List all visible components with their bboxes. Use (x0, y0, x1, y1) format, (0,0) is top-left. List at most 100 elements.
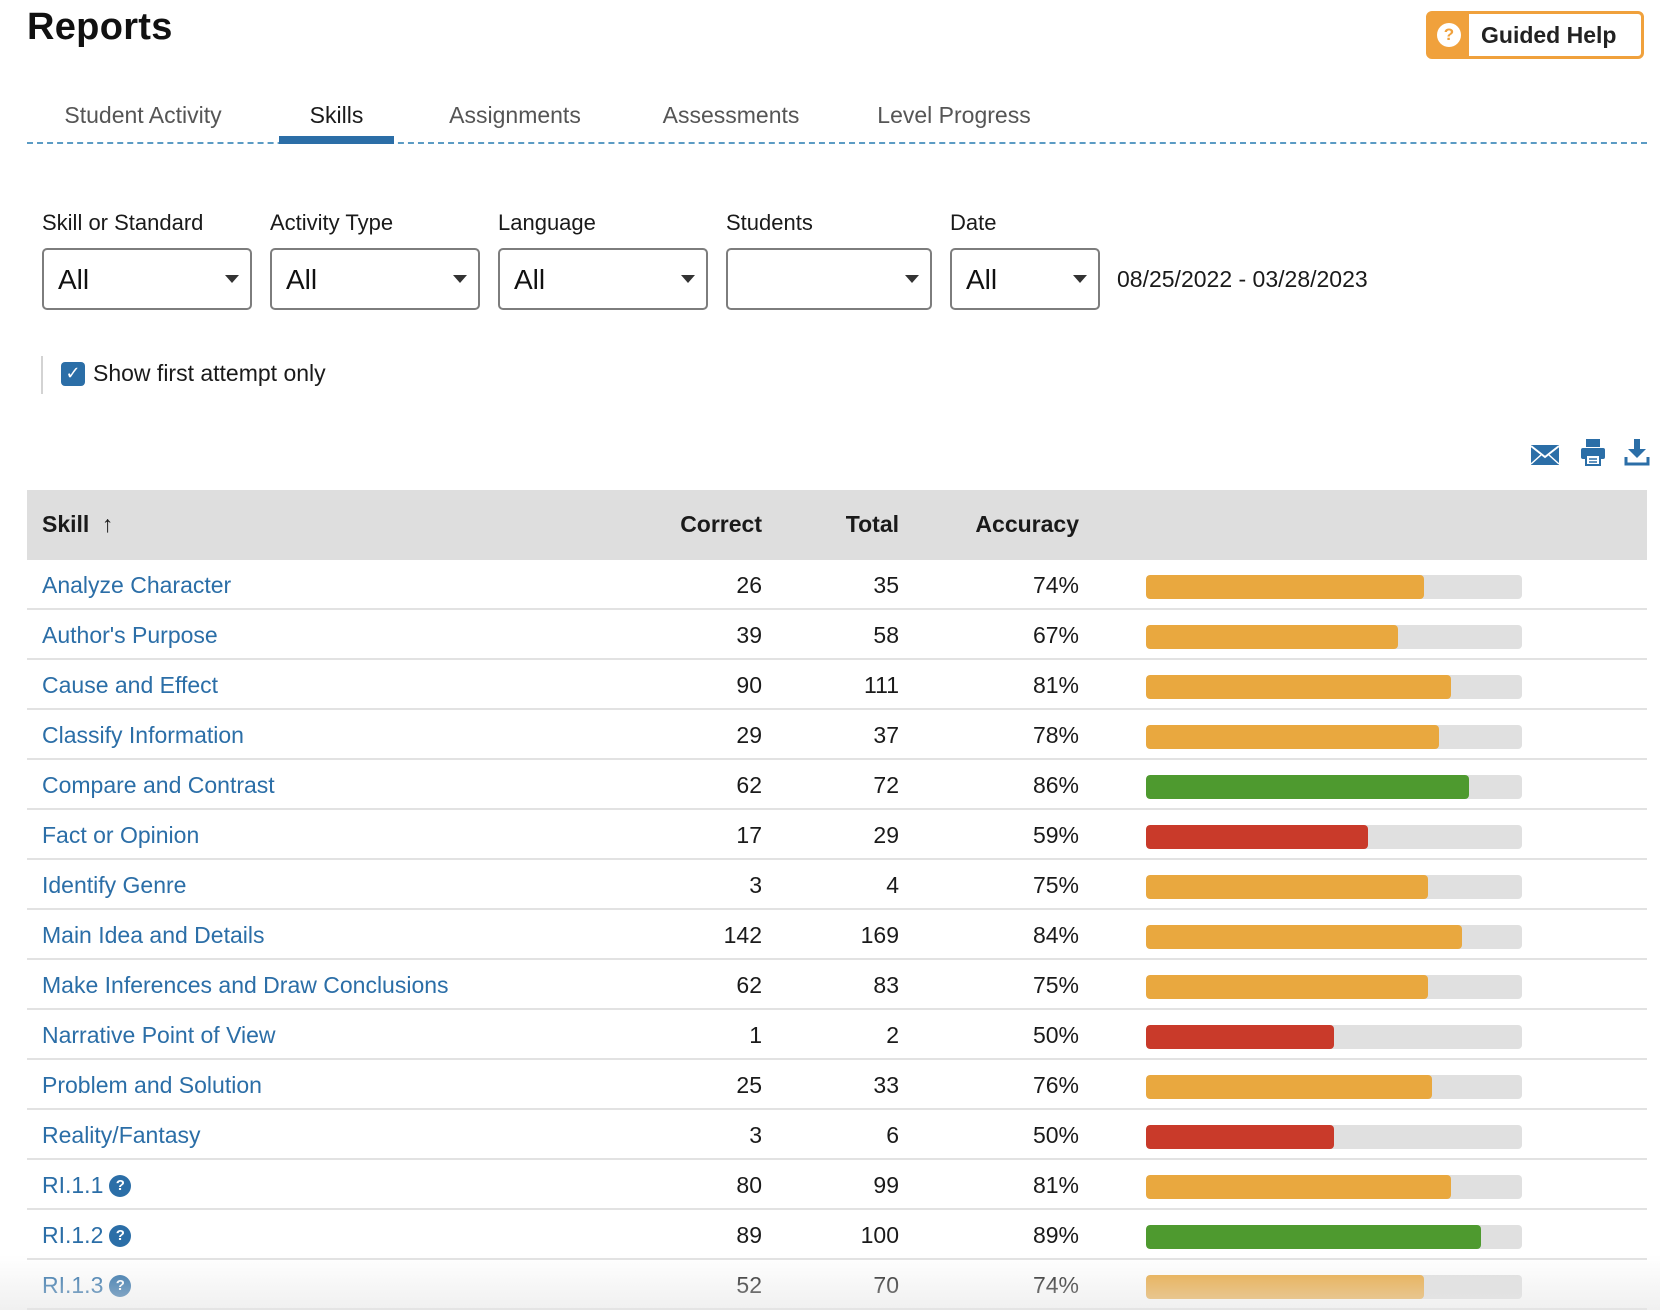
question-circle-icon[interactable]: ? (109, 1174, 132, 1197)
skill-link[interactable]: Classify Information (42, 722, 244, 749)
skill-link[interactable]: Reality/Fantasy (42, 1122, 201, 1149)
first-attempt-checkbox[interactable]: ✓ Show first attempt only (61, 360, 326, 387)
accuracy-value: 74% (1032, 572, 1079, 598)
skill-select[interactable]: All (42, 248, 252, 310)
print-icon[interactable] (1580, 438, 1606, 471)
checkbox-checked-icon[interactable]: ✓ (61, 361, 85, 386)
skill-name: Main Idea and Details (42, 922, 265, 948)
accuracy-bar-track (1146, 825, 1522, 849)
accuracy-bar-fill (1146, 675, 1451, 699)
table-row: Classify Information 29 37 78% (27, 710, 1647, 760)
accuracy-bar-track (1146, 1275, 1522, 1299)
students-filter-label: Students (726, 210, 813, 235)
chevron-down-icon (681, 275, 695, 283)
correct-value: 17 (736, 822, 762, 848)
correct-value: 80 (736, 1172, 762, 1198)
skill-name: Narrative Point of View (42, 1022, 276, 1048)
email-icon[interactable] (1530, 444, 1560, 471)
accuracy-bar-fill (1146, 975, 1428, 999)
download-icon[interactable] (1624, 438, 1650, 471)
question-circle-icon[interactable]: ? (109, 1224, 132, 1247)
correct-value: 29 (736, 722, 762, 748)
total-value: 100 (860, 1222, 899, 1248)
tab-level-progress[interactable]: Level Progress (877, 102, 1031, 128)
accuracy-value: 67% (1032, 622, 1079, 648)
skill-column-header[interactable]: Skill ↑ (42, 511, 113, 538)
accuracy-bar-track (1146, 1225, 1522, 1249)
skill-link[interactable]: Compare and Contrast (42, 772, 275, 799)
skill-name: Compare and Contrast (42, 772, 275, 798)
total-value: 4 (886, 872, 899, 898)
table-row: Narrative Point of View 1 2 50% (27, 1010, 1647, 1060)
accuracy-bar-fill (1146, 1075, 1432, 1099)
skill-name: RI.1.2 (42, 1222, 104, 1248)
skill-link[interactable]: Fact or Opinion (42, 822, 199, 849)
date-select[interactable]: All (950, 248, 1100, 310)
accuracy-column-header[interactable]: Accuracy (975, 511, 1079, 537)
date-range-text: 08/25/2022 - 03/28/2023 (1117, 266, 1368, 292)
skill-link[interactable]: Cause and Effect (42, 672, 218, 699)
total-value: 6 (886, 1122, 899, 1148)
tab-assessments[interactable]: Assessments (662, 102, 800, 128)
correct-value: 26 (736, 572, 762, 598)
accuracy-bar-track (1146, 1075, 1522, 1099)
skill-link[interactable]: RI.1.3? (42, 1272, 132, 1299)
date-filter-label: Date (950, 210, 997, 235)
table-row: Author's Purpose 39 58 67% (27, 610, 1647, 660)
correct-column-header[interactable]: Correct (680, 511, 762, 537)
accuracy-value: 74% (1032, 1272, 1079, 1298)
language-select[interactable]: All (498, 248, 708, 310)
accuracy-value: 50% (1032, 1122, 1079, 1148)
skill-link[interactable]: RI.1.1? (42, 1172, 132, 1199)
skill-link[interactable]: RI.1.2? (42, 1222, 132, 1249)
guided-help-button[interactable]: ? Guided Help (1426, 11, 1644, 59)
accuracy-value: 78% (1032, 722, 1079, 748)
table-header: Skill ↑ Correct Total Accuracy (27, 490, 1647, 560)
total-value: 169 (860, 922, 899, 948)
skill-link[interactable]: Identify Genre (42, 872, 186, 899)
question-icon: ? (1437, 23, 1461, 47)
total-value: 99 (873, 1172, 899, 1198)
sort-up-icon[interactable]: ↑ (101, 511, 114, 537)
accuracy-bar-track (1146, 1025, 1522, 1049)
skill-link[interactable]: Narrative Point of View (42, 1022, 276, 1049)
total-value: 33 (873, 1072, 899, 1098)
accuracy-bar-fill (1146, 925, 1462, 949)
total-column-header[interactable]: Total (845, 511, 899, 537)
accuracy-bar-fill (1146, 825, 1368, 849)
total-value: 111 (864, 672, 899, 698)
accuracy-bar-fill (1146, 1175, 1451, 1199)
skill-link[interactable]: Analyze Character (42, 572, 231, 599)
accuracy-bar-track (1146, 575, 1522, 599)
skill-header-label: Skill (42, 511, 90, 537)
accuracy-bar-fill (1146, 575, 1425, 599)
accuracy-bar-track (1146, 625, 1522, 649)
students-select[interactable] (726, 248, 932, 310)
question-circle-icon[interactable]: ? (109, 1274, 132, 1297)
tab-student-activity[interactable]: Student Activity (64, 102, 222, 128)
table-row: RI.1.1? 80 99 81% (27, 1160, 1647, 1210)
table-row: Fact or Opinion 17 29 59% (27, 810, 1647, 860)
skill-name: Problem and Solution (42, 1072, 262, 1098)
first-attempt-label: Show first attempt only (93, 360, 326, 386)
table-row: Compare and Contrast 62 72 86% (27, 760, 1647, 810)
table-row: Problem and Solution 25 33 76% (27, 1060, 1647, 1110)
accuracy-bar-track (1146, 675, 1522, 699)
tab-skills[interactable]: Skills (279, 92, 394, 144)
accuracy-value: 75% (1032, 872, 1079, 898)
correct-value: 62 (736, 972, 762, 998)
correct-value: 142 (723, 922, 762, 948)
accuracy-bar-track (1146, 975, 1522, 999)
correct-value: 1 (749, 1022, 762, 1048)
tab-assignments[interactable]: Assignments (449, 102, 581, 128)
accuracy-value: 75% (1032, 972, 1079, 998)
skill-link[interactable]: Author's Purpose (42, 622, 218, 649)
accuracy-value: 86% (1032, 772, 1079, 798)
total-value: 58 (873, 622, 899, 648)
skill-name: Classify Information (42, 722, 244, 748)
skill-link[interactable]: Make Inferences and Draw Conclusions (42, 972, 449, 999)
skill-link[interactable]: Main Idea and Details (42, 922, 264, 949)
guided-help-label: Guided Help (1481, 21, 1617, 48)
activity-type-select[interactable]: All (270, 248, 480, 310)
skill-link[interactable]: Problem and Solution (42, 1072, 262, 1099)
